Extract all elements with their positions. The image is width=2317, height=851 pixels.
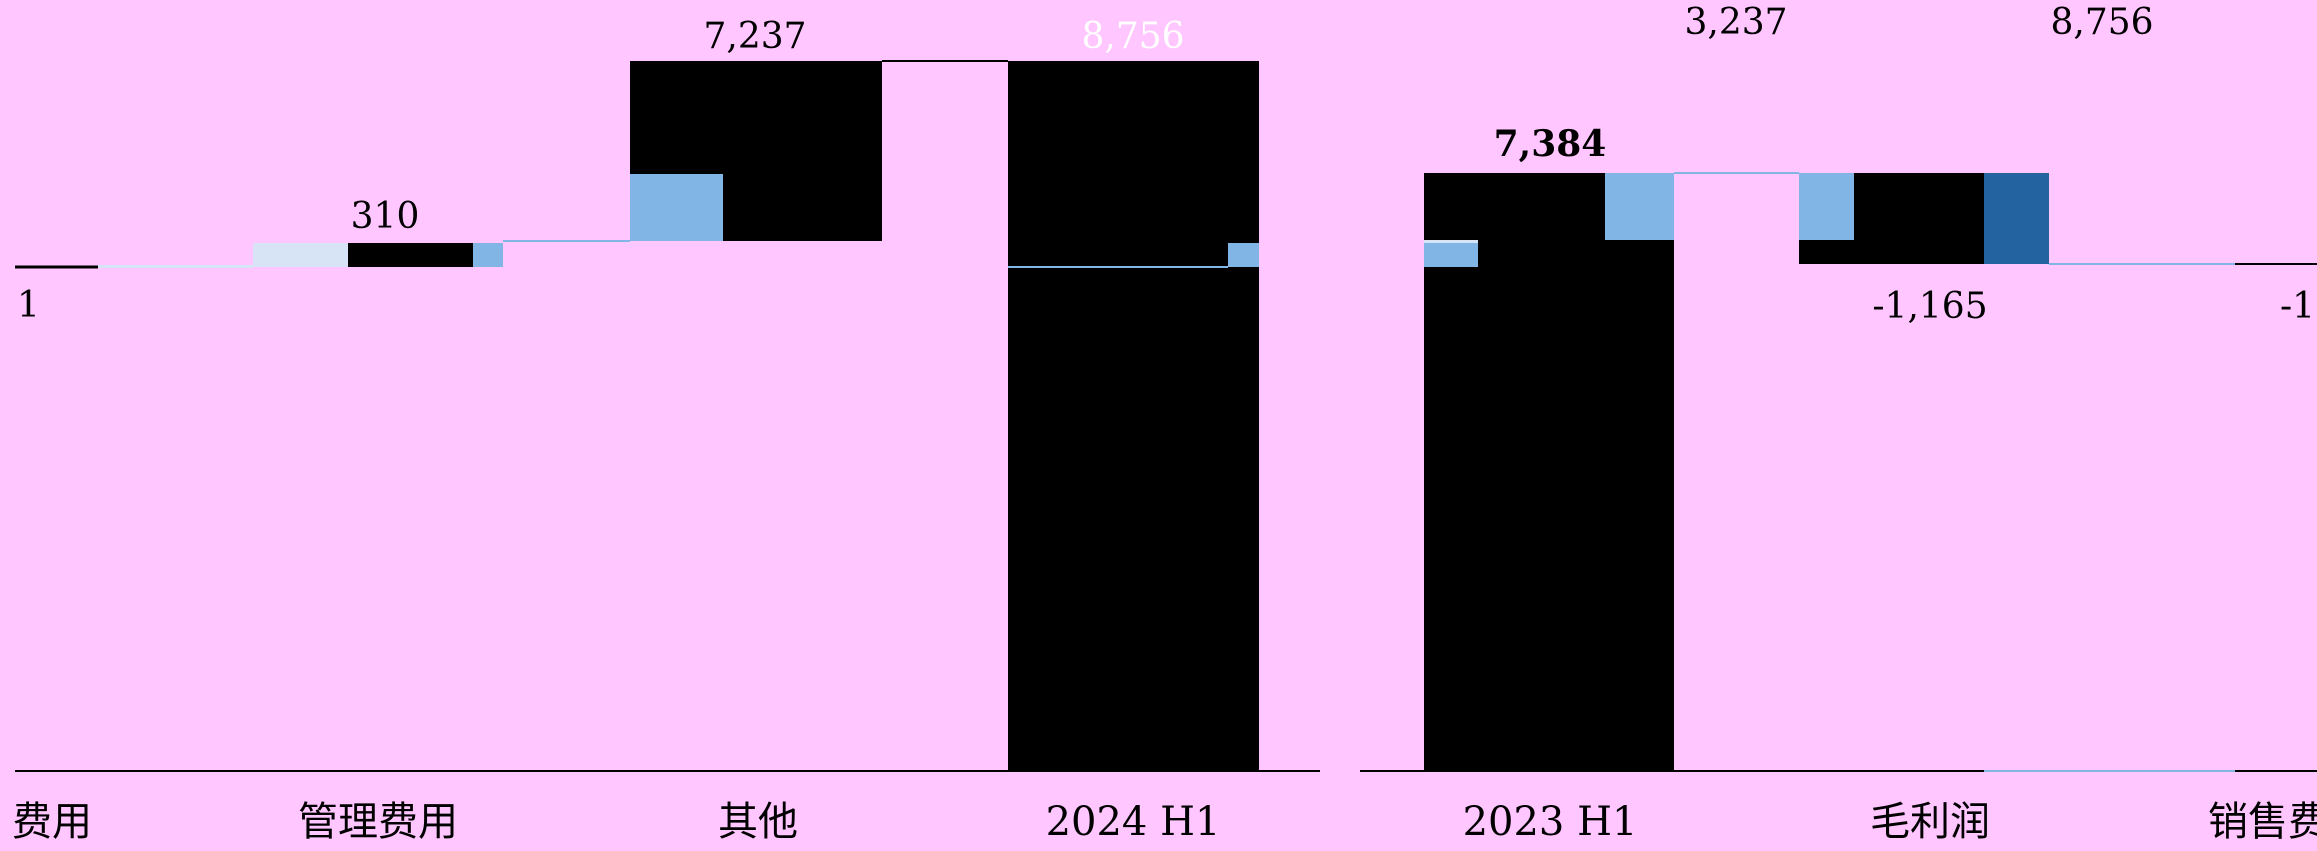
data-label-fee: 1 <box>17 285 40 326</box>
data-label-admin: 310 <box>351 196 420 237</box>
data-label-top-b: 8,756 <box>2050 2 2153 43</box>
bar-fee-stub <box>98 265 253 268</box>
bar-2024h1-blue <box>1228 243 1259 267</box>
left-panel <box>15 60 1320 772</box>
tick-label-gross: 毛利润 <box>1870 799 1990 845</box>
data-label-top-a: 3,237 <box>1684 2 1787 43</box>
bar-2023h1-total <box>1424 173 1674 771</box>
bar-gross-darkblue <box>1984 173 2049 264</box>
bar-admin-blue <box>473 243 503 267</box>
bar-admin-pale <box>253 243 348 267</box>
bar-2023h1-blue-left <box>1424 243 1478 267</box>
category-labels: 费用 管理费用 其他 2024 H1 2023 H1 毛利润 销售费用 <box>12 799 2317 845</box>
data-label-other: 7,237 <box>703 16 806 57</box>
data-label-2023h1: 7,384 <box>1494 123 1607 165</box>
tick-label-other: 其他 <box>718 799 798 845</box>
data-label-gross: -1,165 <box>1872 286 1987 327</box>
tick-label-2024h1: 2024 H1 <box>1046 799 1221 845</box>
bar-2024h1-total <box>1008 61 1259 771</box>
data-label-2024h1: 8,756 <box>1081 16 1184 57</box>
tick-label-admin: 管理费用 <box>298 799 458 845</box>
tick-label-2023h1: 2023 H1 <box>1463 799 1638 845</box>
bar-2023h1-pale-gap <box>1424 240 1478 243</box>
bar-gross-blue <box>1799 173 1854 240</box>
bar-2023h1-blue-right <box>1605 173 1674 240</box>
data-label-sales: -1 <box>2280 286 2315 327</box>
tick-label-sales: 销售费用 <box>2208 799 2317 845</box>
bar-admin-black <box>348 243 473 267</box>
tick-label-fee: 费用 <box>12 799 92 845</box>
data-labels: 1 310 7,237 8,756 7,384 3,237 8,756 -1,1… <box>17 2 2315 327</box>
bar-other-blue <box>630 174 723 241</box>
right-panel <box>1360 172 2317 772</box>
